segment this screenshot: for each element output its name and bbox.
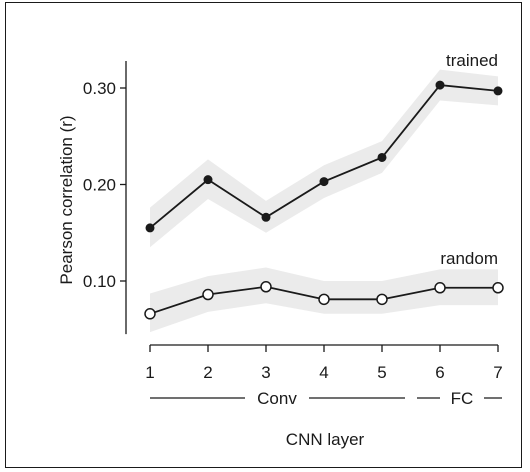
x-tick-label: 3 [261, 363, 270, 382]
y-tick-label: 0.30 [83, 79, 116, 98]
random-point [260, 281, 272, 293]
series-points [144, 80, 504, 320]
y-tick-label: 0.20 [83, 176, 116, 195]
confidence-bands [150, 69, 498, 333]
random-point [434, 282, 446, 294]
y-tick-label: 0.10 [83, 272, 116, 291]
x-tick-label: 7 [493, 363, 502, 382]
x-axis: 1 2 3 4 5 6 7 [145, 344, 503, 382]
random-point [318, 293, 330, 306]
trained-point [203, 175, 213, 185]
trained-band [150, 69, 498, 248]
fc-group-label: FC [451, 389, 474, 408]
y-axis: 0.10 0.20 0.30 [83, 61, 127, 335]
trained-line [149, 84, 499, 229]
random-point [492, 282, 504, 294]
x-tick-label: 5 [377, 363, 386, 382]
layer-groups: Conv FC [150, 389, 502, 408]
x-axis-title: CNN layer [286, 430, 365, 449]
random-point [144, 308, 156, 320]
random-point [376, 293, 388, 306]
random-point [202, 288, 214, 301]
trained-point [145, 223, 155, 233]
trained-series-label: trained [446, 51, 498, 70]
random-series-label: random [440, 249, 498, 268]
trained-point [319, 177, 329, 187]
trained-point [261, 212, 271, 222]
y-axis-title: Pearson correlation (r) [57, 115, 76, 284]
series-labels: trained random [440, 51, 498, 268]
conv-group-label: Conv [257, 389, 297, 408]
x-tick-label: 1 [145, 363, 154, 382]
x-tick-label: 4 [319, 363, 328, 382]
trained-point [493, 86, 503, 96]
x-tick-label: 6 [435, 363, 444, 382]
trained-point [435, 80, 445, 90]
x-tick-label: 2 [203, 363, 212, 382]
trained-point [377, 152, 387, 162]
